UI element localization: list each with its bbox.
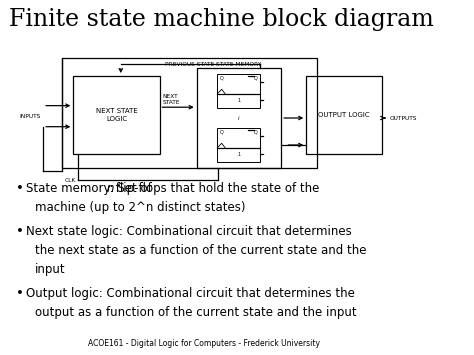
Text: STATE MEMORY: STATE MEMORY bbox=[216, 62, 262, 67]
Text: Q: Q bbox=[220, 76, 224, 81]
Text: •: • bbox=[16, 225, 23, 238]
Text: CLK: CLK bbox=[64, 178, 76, 182]
Text: flip-flops that hold the state of the: flip-flops that hold the state of the bbox=[112, 182, 319, 195]
Text: State memory: Set of: State memory: Set of bbox=[26, 182, 155, 195]
Text: OUTPUTS: OUTPUTS bbox=[390, 115, 418, 120]
Text: input: input bbox=[35, 263, 65, 276]
Text: Q: Q bbox=[220, 130, 224, 135]
Text: •: • bbox=[16, 287, 23, 300]
Text: i: i bbox=[238, 115, 240, 120]
Text: OUTPUT LOGIC: OUTPUT LOGIC bbox=[319, 112, 370, 118]
Text: 1: 1 bbox=[237, 152, 240, 157]
Text: INPUTS: INPUTS bbox=[19, 114, 41, 119]
Text: machine (up to 2^n distinct states): machine (up to 2^n distinct states) bbox=[35, 201, 245, 214]
Text: n: n bbox=[107, 182, 114, 195]
Bar bbox=[218, 128, 261, 162]
Text: PREVIOUS STATE: PREVIOUS STATE bbox=[164, 62, 214, 67]
Text: Q: Q bbox=[254, 76, 258, 81]
Text: Output logic: Combinational circuit that determines the: Output logic: Combinational circuit that… bbox=[26, 287, 355, 300]
Text: Q: Q bbox=[254, 130, 258, 135]
Bar bbox=[218, 74, 261, 108]
Text: ACOE161 - Digital Logic for Computers - Frederick University: ACOE161 - Digital Logic for Computers - … bbox=[89, 339, 320, 348]
Text: NEXT
STATE: NEXT STATE bbox=[162, 94, 180, 105]
Text: the next state as a function of the current state and the: the next state as a function of the curr… bbox=[35, 244, 366, 257]
Text: 1: 1 bbox=[237, 98, 240, 103]
Bar bbox=[306, 76, 382, 154]
Text: •: • bbox=[16, 182, 23, 195]
Text: Finite state machine block diagram: Finite state machine block diagram bbox=[9, 8, 433, 31]
Text: NEXT STATE
LOGIC: NEXT STATE LOGIC bbox=[96, 108, 137, 122]
Bar bbox=[73, 76, 160, 154]
Bar bbox=[197, 68, 281, 168]
Bar bbox=[62, 58, 317, 168]
Text: Next state logic: Combinational circuit that determines: Next state logic: Combinational circuit … bbox=[26, 225, 352, 238]
Text: output as a function of the current state and the input: output as a function of the current stat… bbox=[35, 306, 356, 319]
